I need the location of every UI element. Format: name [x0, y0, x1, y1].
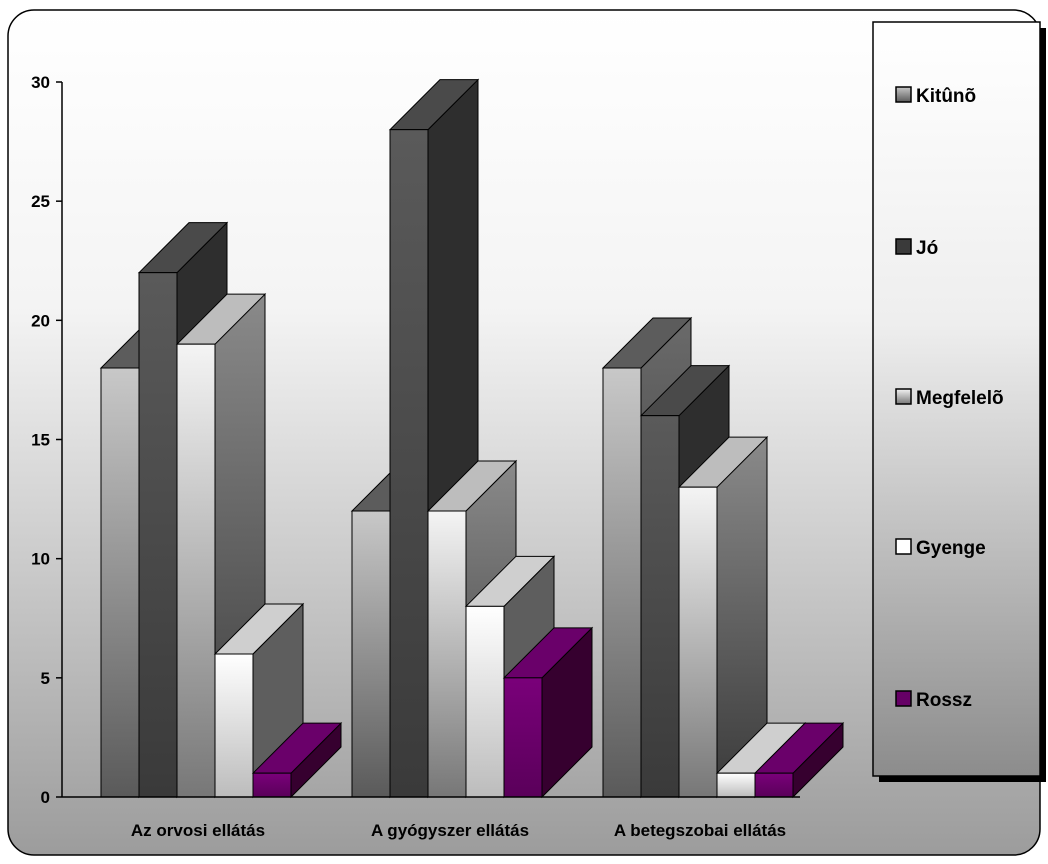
bar-rossz-orvosi [251, 721, 343, 799]
axes: 0 5 10 15 20 25 30 Az orvosi ellátás A gyógyszer… [31, 73, 800, 840]
bar-front-megfelelo-betegszobai [678, 486, 718, 798]
legend: Kitûnõ Jó Megfelelõ Gyenge Rossz [872, 21, 1046, 782]
bar-front-megfelelo-orvosi [176, 343, 216, 798]
bar-front-kitunu-gyogyszer [351, 510, 391, 798]
bar-front-jo-gyogyszer [389, 129, 429, 798]
legend-label-kitunu: Kitûnõ [916, 86, 976, 107]
legend-item-rossz: Rossz [895, 690, 972, 711]
y-tick-label: 0 [41, 788, 50, 807]
legend-item-gyenge: Gyenge [895, 538, 986, 559]
bar-front-megfelelo-gyogyszer [427, 510, 467, 798]
x-category-label-betegszobai: A betegszobai ellátás [614, 821, 786, 840]
legend-label-megfelelo: Megfelelõ [916, 388, 1004, 409]
legend-label-jo: Jó [916, 238, 938, 259]
bar-front-jo-betegszobai [640, 415, 680, 798]
legend-swatch-rossz [895, 690, 912, 707]
x-category-label-gyogyszer: A gyógyszer ellátás [371, 821, 529, 840]
legend-swatch-kitunu [895, 86, 912, 103]
bar-front-gyenge-gyogyszer [465, 605, 505, 798]
y-tick-label: 15 [31, 431, 50, 450]
plot-area [99, 78, 845, 799]
legend-swatch-jo [895, 238, 912, 255]
legend-swatch-gyenge [895, 538, 912, 555]
bar-rossz-betegszobai [753, 721, 845, 799]
y-tick-label: 30 [31, 73, 50, 92]
legend-swatch-megfelelo [895, 388, 912, 405]
x-category-label-orvosi: Az orvosi ellátás [131, 821, 265, 840]
legend-item-jo: Jó [895, 238, 938, 259]
bar-front-rossz-betegszobai [754, 772, 794, 798]
bar-front-gyenge-betegszobai [716, 772, 756, 798]
y-tick-label: 5 [41, 669, 50, 688]
bar-rossz-gyogyszer [502, 626, 594, 799]
legend-item-megfelelo: Megfelelõ [895, 388, 1004, 409]
bar-megfelelo-orvosi [175, 292, 267, 799]
bar-front-kitunu-betegszobai [602, 367, 642, 798]
bar-front-rossz-orvosi [252, 772, 292, 798]
y-tick-label: 20 [31, 311, 50, 330]
bar-front-rossz-gyogyszer [503, 677, 543, 798]
bar-front-gyenge-orvosi [214, 653, 254, 798]
legend-label-rossz: Rossz [916, 690, 972, 711]
legend-item-kitunu: Kitûnõ [895, 86, 976, 107]
bar-group-betegszobai [601, 316, 845, 799]
bar-megfelelo-betegszobai [677, 435, 769, 799]
legend-label-gyenge: Gyenge [916, 538, 986, 559]
y-tick-label: 25 [31, 192, 50, 211]
bar-front-kitunu-orvosi [100, 367, 140, 798]
y-tick-label: 10 [31, 550, 50, 569]
bar-group-gyogyszer [350, 78, 594, 799]
bar-front-jo-orvosi [138, 272, 178, 798]
bar-group-orvosi [99, 221, 343, 799]
